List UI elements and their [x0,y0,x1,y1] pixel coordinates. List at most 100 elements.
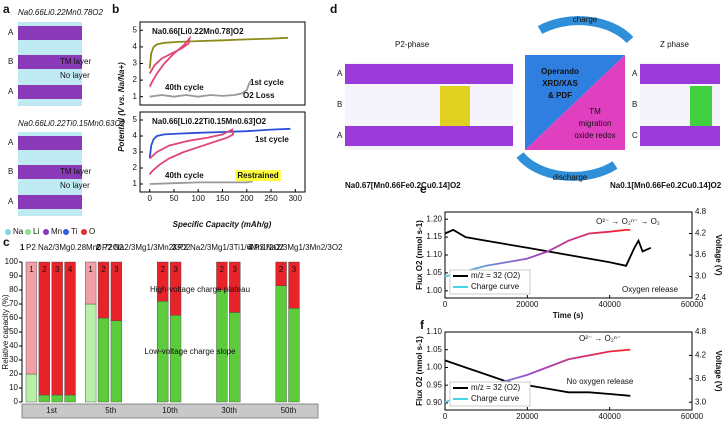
bar-low [110,320,123,403]
bar-low [288,308,300,403]
legend-label: P2 Na2/3Mg1/3Mn2/3O2 [102,243,191,252]
tm-slab [18,85,82,99]
legend-label: Charge curve [471,282,520,291]
bar-low [275,285,287,403]
legend-dot [5,229,11,235]
y2-tick-label: 3.6 [695,374,707,383]
legend-label: Li [33,227,39,236]
structure: A B A TM layer No layer [8,132,91,216]
x-tick-label: 100 [192,194,206,203]
y-tick-label: 2 [133,163,138,172]
bar-high [84,261,97,305]
legend-label: Na [13,227,24,236]
legend-dot [25,229,31,235]
y-tick-label: 2 [133,75,138,84]
annotation: High-voltage charge plateau [150,285,250,294]
y-tick-label: 70 [9,299,18,308]
charge-arrow [537,16,634,44]
chart: c 0 10 20 30 40 50 60 70 80 90 100 Relative capacity… [1,235,343,419]
legend-label: m/z = 32 (O2) [471,383,520,392]
bar-low [169,315,182,403]
annotation: O²⁻ → O₂ⁿ⁻ → O₂ [596,217,660,226]
legend-number: 1 [20,243,25,252]
y-tick-label: 0 [14,397,19,406]
bar-number: 2 [220,265,225,274]
y-axis-label: Flux O2 (nmol s-1) [415,220,424,290]
category-strip [21,403,319,419]
phase-title: Z phase [660,40,689,49]
panel-letter: b [112,2,119,16]
formula: Na0.1[Mn0.66Fe0.2Cu0.14]O2 [610,181,722,190]
x-tick-label: 50th [281,406,297,415]
center-box [525,55,625,150]
y2-tick-label: 3.0 [695,397,707,406]
y-tick-label: 50 [9,327,18,336]
center-text: XRD/XAS [542,79,578,88]
stack-label: B [632,100,637,109]
legend-box [449,381,531,407]
bar-low [38,394,50,403]
x-tick-label: 20000 [516,300,539,309]
y-tick-label: 10 [9,383,18,392]
x-tick-label: 300 [289,194,303,203]
bar-number: 3 [292,265,297,274]
y-tick-label: 1.15 [426,232,442,241]
chart: f 0.90 0.95 1.00 1.05 1.10 3.0 3.6 4.2 4.8 0 20000 4… [415,318,723,421]
structure: A B A TM layer No layer [8,22,91,106]
na-prism [690,86,712,126]
tm-slab [18,195,82,209]
x-axis-label: Time (s) [553,311,584,320]
legend-number: 3 [172,243,177,252]
legend-label: O [89,227,95,236]
series-label: 1st cycle [255,135,289,144]
stack-label: A [337,69,343,78]
data-line [148,128,235,175]
y2-axis-label: Voltage (V) [714,350,723,392]
x-tick-label: 200 [240,194,254,203]
chart: e 1.00 1.05 1.10 1.15 1.20 2.4 3.0 3.6 4.2 4.8 0 200… [415,182,723,320]
bar-high [25,261,38,375]
stack-label: A [8,28,14,37]
bar-number: 2 [42,265,47,274]
y2-tick-label: 4.8 [695,327,707,336]
y2-axis-label: Voltage (V) [714,234,723,276]
bar-high [157,261,169,302]
formula: Na0.66Li0.22Mn0.78O2 [18,8,104,17]
bar-high [51,261,63,396]
y-tick-label: 0.95 [426,380,442,389]
legend-box [449,269,531,295]
y-tick-label: 4 [133,131,138,140]
stack-label: A [337,131,343,140]
na-label: No layer [60,71,90,80]
legend-label: P2 Na2/3Mg1/3Ti1/6Mn1/2O2 [178,243,285,252]
y-tick-label: 20 [9,369,18,378]
bar-high [216,261,228,291]
bar-low [229,312,241,403]
y-tick-label: 3 [133,147,138,156]
center-text: oxide redox [574,131,615,140]
y-tick-label: 5 [133,115,138,124]
y-tick-label: 90 [9,271,18,280]
bar-number: 2 [160,265,165,274]
x-axis-label: Specific Capacity (mAh/g) [173,220,272,229]
bar-high [64,261,76,396]
bar-high [38,261,50,396]
y-tick-label: 1.00 [426,286,442,295]
y-tick-label: 4 [133,42,138,51]
y-tick-label: 0.90 [426,398,442,407]
bar-number: 1 [88,265,93,274]
chart: b 1 2 3 4 5 Na0.66[Li0.22Mn0.78]O2 1st cycle 40t… [112,2,306,106]
bar-low [97,317,110,403]
tm-slab [640,126,720,146]
discharge-arrow [516,152,618,181]
x-tick-label: 250 [264,194,278,203]
legend-label: Ti [71,227,78,236]
phase-title: P2-phase [395,40,430,49]
bar-high [229,261,241,313]
panel-d: d P2-phase Z phase charge discharge Oper… [330,2,722,190]
x-tick-label: 30th [221,406,237,415]
tm-slab [18,55,82,69]
bar-number: 3 [114,265,119,274]
center-text: & PDF [548,91,572,100]
